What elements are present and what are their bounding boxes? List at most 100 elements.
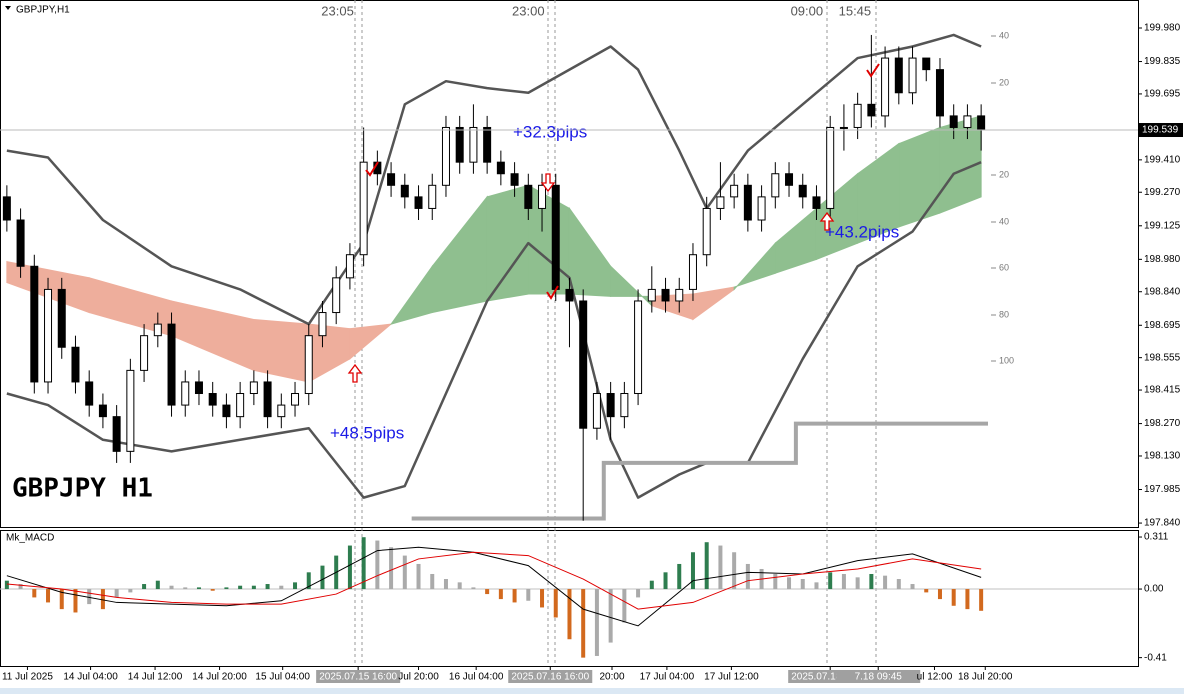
histogram-bar <box>622 589 627 623</box>
histogram-bar <box>183 587 188 590</box>
y-tick-label: 199.270 <box>1144 187 1181 198</box>
histogram-bar <box>677 563 682 590</box>
histogram-bar <box>293 582 298 590</box>
candle-body <box>483 126 492 163</box>
band-line <box>6 33 982 326</box>
y-tick-label: 199.835 <box>1144 56 1181 67</box>
candle-body <box>661 288 670 302</box>
macd-panel-frame <box>0 530 1139 667</box>
pips-annotation: +43.2pips <box>825 222 899 241</box>
candle-body <box>181 381 190 406</box>
candle-body <box>881 57 890 117</box>
histogram-bar <box>937 589 942 600</box>
histogram-bar <box>471 587 476 590</box>
candle-body <box>894 57 903 94</box>
histogram-bar <box>979 589 984 611</box>
histogram-bar <box>910 584 915 590</box>
candle-body <box>812 196 821 209</box>
histogram-bar <box>389 547 394 590</box>
pips-annotation: +32.3pips <box>513 122 587 141</box>
candle-body <box>167 323 176 406</box>
histogram-bar <box>883 575 888 590</box>
histogram-bar <box>828 572 833 590</box>
candle-body <box>565 288 574 302</box>
histogram-bar <box>485 589 490 595</box>
candle-body <box>387 173 396 186</box>
cloud-segment <box>486 184 529 302</box>
histogram-bar <box>526 589 531 601</box>
candle-body <box>30 265 39 383</box>
cloud-segment <box>253 318 310 383</box>
histogram-bar <box>430 573 435 590</box>
candle-body <box>853 103 862 128</box>
candle-body <box>867 103 876 117</box>
candle-body <box>126 369 135 452</box>
candle-body <box>359 161 368 256</box>
histogram-bar <box>320 565 325 590</box>
y-tick-label: 197.840 <box>1144 518 1181 529</box>
candle-body <box>414 196 423 209</box>
x-tick-label: ul 12:00 <box>917 672 953 683</box>
status-strip <box>0 688 1184 694</box>
histogram-bar <box>924 589 929 593</box>
histogram-bar <box>87 589 92 605</box>
candle-body <box>963 115 972 128</box>
histogram-bar <box>951 589 956 606</box>
histogram-bar <box>210 589 215 591</box>
candle-body <box>716 196 725 209</box>
y-tick-label: 199.695 <box>1144 89 1181 100</box>
candle-body <box>277 404 286 418</box>
x-tick-label: 14 Jul 12:00 <box>128 672 183 683</box>
top-time-label: 15:45 <box>839 3 872 18</box>
check-mark <box>365 161 379 177</box>
candle-body <box>620 393 629 418</box>
histogram-bar <box>46 589 51 603</box>
x-tick-label: 2025.07.16 16:00 <box>511 672 589 683</box>
x-tick-highlight <box>508 670 593 683</box>
histogram-bar <box>114 589 119 598</box>
candle-body <box>112 416 121 452</box>
x-tick-label: 14 Jul 04:00 <box>63 672 118 683</box>
top-time-label: 23:00 <box>512 3 545 18</box>
histogram-bar <box>457 582 462 590</box>
cloud-segment <box>898 126 941 228</box>
histogram-bar <box>869 573 874 590</box>
y-tick-label: 198.270 <box>1144 418 1181 429</box>
candle-body <box>510 173 519 186</box>
signal-arrows <box>347 173 835 383</box>
symbol-label: GBPJPY,H1 <box>16 5 70 16</box>
candle-body <box>592 393 601 429</box>
candle-body <box>949 115 958 128</box>
histogram-bar <box>636 589 641 598</box>
side-scale-label: 80 <box>999 309 1009 319</box>
histogram-bar <box>498 589 503 600</box>
exit-marks <box>365 63 880 300</box>
histogram-bar <box>265 584 270 590</box>
candle-body <box>249 381 258 395</box>
macd-line <box>6 551 982 610</box>
histogram-bar <box>142 584 147 590</box>
candle-body <box>785 173 794 186</box>
candle-body <box>153 323 162 337</box>
candle-body <box>675 288 684 302</box>
buy-arrow <box>819 211 835 231</box>
x-tick-label: 17 Jul 04:00 <box>640 672 695 683</box>
histogram-bar <box>800 579 805 590</box>
histogram-bar <box>32 589 37 598</box>
candle-body <box>977 115 986 131</box>
candle-body <box>57 288 66 348</box>
y-tick-label: 198.980 <box>1144 254 1181 265</box>
histogram-bar <box>581 589 586 658</box>
histogram-bar <box>896 579 901 590</box>
candle-body <box>85 381 94 406</box>
histogram-bar <box>4 580 9 590</box>
histogram-bar <box>416 563 421 590</box>
candle-body <box>496 161 505 175</box>
x-tick-label: Jul 20:00 <box>398 672 439 683</box>
candle-body <box>16 219 25 267</box>
candle-body <box>291 393 300 406</box>
candle-body <box>647 288 656 302</box>
y-tick-label: -0.41 <box>1144 652 1167 663</box>
candle-body <box>2 196 11 221</box>
candle-body <box>538 184 547 209</box>
